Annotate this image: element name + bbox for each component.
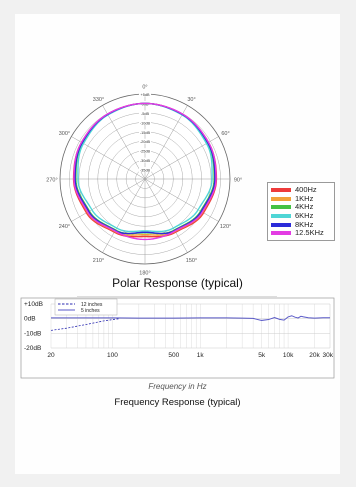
legend-item: 6KHz — [271, 212, 331, 221]
legend-item: 4KHz — [271, 203, 331, 212]
polar-radial-label-bg — [139, 167, 151, 173]
legend-label: 8KHz — [295, 219, 314, 229]
polar-radial-label-bg — [139, 157, 151, 163]
legend-label: 1KHz — [295, 193, 314, 203]
polar-series-6khz — [77, 102, 213, 233]
polar-chart: 0° 30° 60° 90° 120° 150° 180° 210° 240° 270° 300° 3… — [15, 14, 340, 281]
polar-radial-label: 0dB — [142, 102, 149, 106]
polar-angle-label: 270° — [46, 178, 57, 184]
frequency-y-tick-label: -20dB — [24, 345, 41, 352]
polar-radial-label: -30dB — [140, 159, 151, 163]
frequency-series-12-inches — [50, 318, 120, 331]
legend-label: 4KHz — [295, 202, 314, 212]
polar-angle-label: 90° — [234, 178, 242, 184]
frequency-y-tick-label: +10dB — [24, 301, 43, 308]
frequency-x-tick-label: 30k — [323, 352, 334, 359]
polar-angle-label: 60° — [221, 131, 229, 137]
polar-radial-label-bg — [139, 110, 151, 116]
polar-grid-spoke — [102, 105, 146, 180]
polar-plot-area: 0° 30° 60° 90° 120° 150° 180° 210° 240° 270° 300° 3… — [46, 85, 242, 277]
legend-label: 400Hz — [295, 185, 317, 195]
polar-radial-label: +5dB — [141, 93, 150, 97]
polar-radial-label-bg — [139, 148, 151, 154]
polar-grid-spoke — [144, 178, 219, 222]
polar-radial-label: -20dB — [140, 140, 151, 144]
legend-item: 12.5KHz — [271, 229, 331, 238]
legend-item: 1KHz — [271, 193, 331, 204]
frequency-y-tick-label: -10dB — [24, 330, 41, 337]
polar-angle-label: 180° — [139, 271, 150, 277]
frequency-y-tick-label: 0dB — [24, 316, 36, 323]
legend-swatch — [271, 205, 291, 210]
frequency-x-tick-label: 500 — [168, 352, 179, 359]
polar-grid-spoke — [71, 178, 146, 222]
legend-label: 12.5KHz — [295, 228, 324, 238]
frequency-series-5-inches — [51, 315, 330, 321]
polar-series-8khz — [74, 102, 216, 235]
frequency-x-axis-label: Frequency in Hz — [148, 382, 207, 391]
frequency-plot-area: +10dB 0dB -10dB -20dB 20 100 500 1k 5k 10k 20k 30k 1… — [20, 297, 335, 379]
spec-panel: 0° 30° 60° 90° 120° 150° 180° 210° 240° 270° 300° 3… — [15, 14, 340, 474]
polar-angle-label: 210° — [93, 258, 104, 264]
polar-radial-label-bg — [139, 119, 151, 125]
polar-chart-title: Polar Response (typical) — [112, 276, 243, 290]
polar-radial-label-bg — [139, 91, 151, 97]
legend-swatch — [271, 214, 291, 219]
legend-item: 8KHz — [271, 220, 331, 229]
frequency-legend — [54, 298, 118, 316]
polar-angle-label: 120° — [220, 224, 231, 230]
frequency-x-tick-label: 20k — [309, 352, 320, 359]
polar-angle-label: 0° — [142, 85, 147, 91]
frequency-response-chart: +10dB 0dB -10dB -20dB 20 100 500 1k 5k 10k 20k 30k 1… — [15, 296, 340, 387]
legend-swatch — [271, 231, 291, 236]
polar-angle-label: 330° — [93, 97, 104, 103]
polar-radial-label: -35dB — [140, 169, 151, 173]
legend-swatch — [271, 222, 291, 227]
polar-angle-label: 30° — [187, 97, 195, 103]
polar-grid-spoke — [144, 105, 188, 180]
frequency-legend-label: 5 inches — [81, 308, 100, 314]
frequency-x-tick-label: 100 — [107, 352, 118, 359]
frequency-x-tick-label: 20 — [47, 352, 55, 359]
polar-series-12-5khz — [73, 102, 217, 241]
polar-radial-label: -10dB — [140, 121, 151, 125]
frequency-x-tick-label: 1k — [197, 352, 205, 359]
polar-grid-spoke — [144, 178, 188, 253]
polar-grid-spoke — [102, 178, 146, 253]
polar-radial-label-bg — [139, 129, 151, 135]
frequency-legend-label: 12 inches — [81, 302, 103, 308]
polar-radial-label: -5dB — [141, 112, 149, 116]
polar-radial-label: -25dB — [140, 150, 151, 154]
frequency-chart-title: Frequency Response (typical) — [114, 397, 241, 408]
frequency-x-tick-label: 5k — [258, 352, 266, 359]
frequency-x-tick-label: 10k — [283, 352, 294, 359]
legend-label: 6KHz — [295, 211, 314, 221]
legend-item: 400Hz — [271, 186, 331, 195]
polar-radial-label-bg — [139, 138, 151, 144]
polar-angle-label: 300° — [59, 131, 70, 137]
polar-angle-label: 150° — [186, 258, 197, 264]
legend-swatch — [271, 196, 291, 201]
polar-legend: 400Hz 1KHz 4KHz 6KHz 8KHz 12.5KHz — [267, 182, 335, 241]
polar-radial-label: -15dB — [140, 131, 151, 135]
polar-angle-label: 240° — [59, 224, 70, 230]
legend-swatch — [271, 188, 291, 193]
